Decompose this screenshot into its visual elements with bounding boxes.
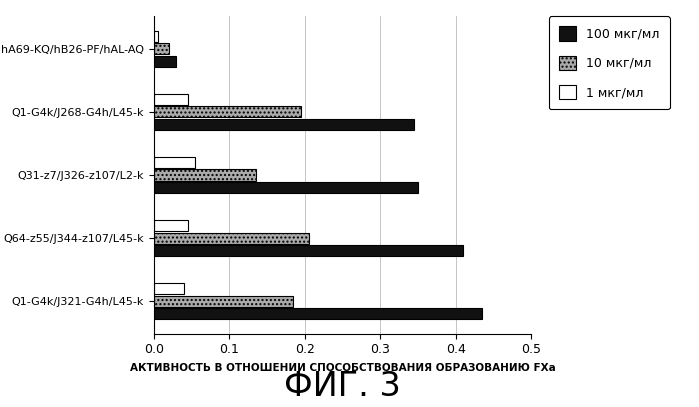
Bar — [154, 283, 184, 294]
Bar — [154, 31, 157, 42]
Bar — [154, 43, 169, 55]
Bar — [154, 119, 415, 130]
Bar — [154, 94, 188, 105]
Bar — [154, 308, 482, 319]
Bar — [154, 295, 294, 307]
Legend: 100 мкг/мл, 10 мкг/мл, 1 мкг/мл: 100 мкг/мл, 10 мкг/мл, 1 мкг/мл — [549, 16, 670, 109]
Bar — [154, 232, 308, 244]
Text: ФИГ. 3: ФИГ. 3 — [284, 370, 401, 403]
Bar — [154, 220, 188, 231]
Bar — [154, 169, 256, 181]
Bar — [154, 245, 463, 256]
Bar — [154, 106, 301, 118]
Bar — [154, 157, 195, 168]
Bar — [154, 182, 418, 193]
X-axis label: АКТИВНОСТЬ В ОТНОШЕНИИ СПОСОБСТВОВАНИЯ ОБРАЗОВАНИЮ FXa: АКТИВНОСТЬ В ОТНОШЕНИИ СПОСОБСТВОВАНИЯ О… — [129, 363, 556, 373]
Bar — [154, 56, 176, 67]
